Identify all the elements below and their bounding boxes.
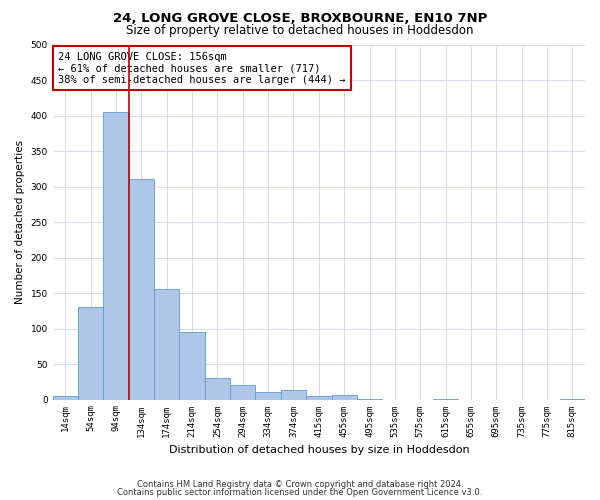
Text: 24, LONG GROVE CLOSE, BROXBOURNE, EN10 7NP: 24, LONG GROVE CLOSE, BROXBOURNE, EN10 7… bbox=[113, 12, 487, 26]
Bar bbox=[179, 332, 205, 400]
Bar bbox=[433, 399, 458, 400]
Bar bbox=[306, 396, 332, 400]
Bar bbox=[205, 378, 230, 400]
Bar bbox=[230, 386, 256, 400]
Bar bbox=[357, 399, 382, 400]
Bar bbox=[53, 396, 78, 400]
Bar bbox=[129, 180, 154, 400]
Bar bbox=[154, 290, 179, 400]
Y-axis label: Number of detached properties: Number of detached properties bbox=[15, 140, 25, 304]
X-axis label: Distribution of detached houses by size in Hoddesdon: Distribution of detached houses by size … bbox=[169, 445, 469, 455]
Text: Size of property relative to detached houses in Hoddesdon: Size of property relative to detached ho… bbox=[126, 24, 474, 37]
Text: Contains HM Land Registry data © Crown copyright and database right 2024.: Contains HM Land Registry data © Crown c… bbox=[137, 480, 463, 489]
Bar bbox=[256, 392, 281, 400]
Bar bbox=[281, 390, 306, 400]
Bar bbox=[103, 112, 129, 400]
Text: Contains public sector information licensed under the Open Government Licence v3: Contains public sector information licen… bbox=[118, 488, 482, 497]
Text: 24 LONG GROVE CLOSE: 156sqm
← 61% of detached houses are smaller (717)
38% of se: 24 LONG GROVE CLOSE: 156sqm ← 61% of det… bbox=[58, 52, 346, 85]
Bar bbox=[78, 307, 103, 400]
Bar bbox=[332, 396, 357, 400]
Bar bbox=[560, 399, 585, 400]
